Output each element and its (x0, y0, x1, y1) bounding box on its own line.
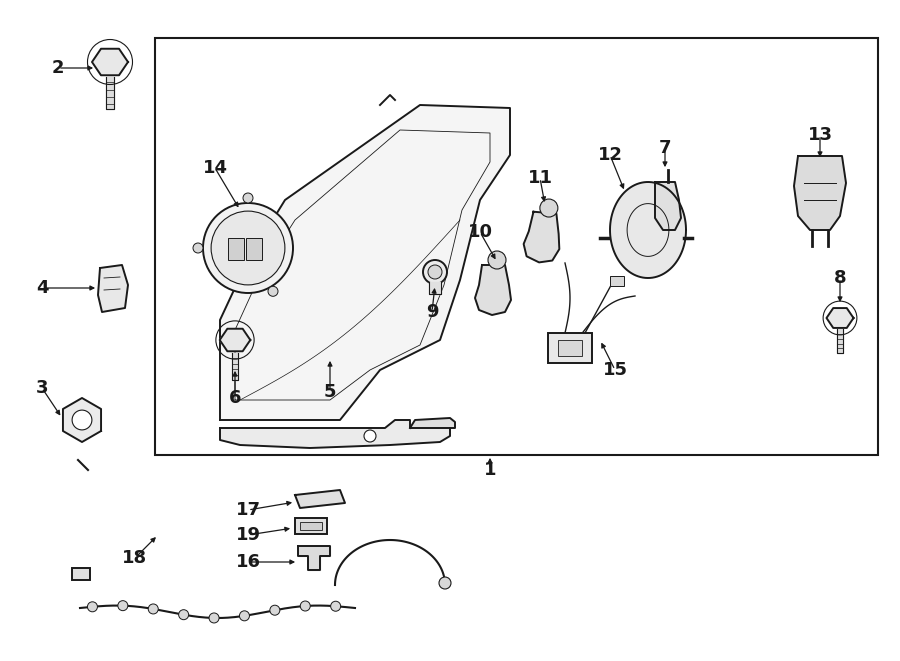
Circle shape (423, 260, 447, 284)
Bar (548, 333, 592, 363)
Polygon shape (220, 420, 450, 448)
Circle shape (364, 430, 376, 442)
Text: 1: 1 (484, 461, 496, 479)
Polygon shape (475, 265, 511, 315)
Circle shape (193, 243, 203, 253)
Polygon shape (410, 418, 455, 428)
Bar (300, 522, 322, 530)
Circle shape (301, 601, 310, 611)
Bar (295, 518, 327, 534)
Circle shape (203, 203, 293, 293)
Polygon shape (98, 265, 128, 312)
Text: 11: 11 (527, 169, 553, 187)
Polygon shape (295, 490, 345, 508)
Text: 10: 10 (467, 223, 492, 241)
Text: 4: 4 (36, 279, 49, 297)
Text: 19: 19 (236, 526, 260, 544)
Text: 2: 2 (52, 59, 64, 77)
Bar (228, 238, 244, 260)
Circle shape (212, 211, 285, 285)
Bar (246, 238, 262, 260)
Bar (558, 340, 582, 356)
Polygon shape (92, 49, 128, 75)
Polygon shape (655, 182, 681, 230)
Circle shape (148, 604, 158, 614)
Polygon shape (220, 105, 510, 420)
Circle shape (268, 286, 278, 296)
Text: 9: 9 (426, 303, 438, 321)
Circle shape (428, 265, 442, 279)
Text: 18: 18 (122, 549, 148, 567)
Text: 16: 16 (236, 553, 260, 571)
Bar (610, 276, 624, 286)
Text: 5: 5 (324, 383, 337, 401)
Polygon shape (837, 329, 843, 354)
Text: 7: 7 (659, 139, 671, 157)
Circle shape (243, 193, 253, 203)
Polygon shape (429, 282, 441, 294)
Polygon shape (524, 212, 559, 262)
Polygon shape (826, 308, 853, 328)
Circle shape (330, 602, 341, 611)
Circle shape (270, 605, 280, 615)
Circle shape (439, 577, 451, 589)
Polygon shape (298, 546, 330, 570)
Text: 3: 3 (36, 379, 49, 397)
Polygon shape (610, 182, 686, 278)
Text: 12: 12 (598, 146, 623, 164)
Text: 14: 14 (202, 159, 228, 177)
Circle shape (118, 601, 128, 611)
Text: 8: 8 (833, 269, 846, 287)
Text: 6: 6 (229, 389, 241, 407)
Text: 15: 15 (602, 361, 627, 379)
Bar (155, 38, 878, 455)
Polygon shape (220, 329, 250, 351)
Polygon shape (794, 156, 846, 230)
Polygon shape (63, 398, 101, 442)
Circle shape (72, 410, 92, 430)
Circle shape (540, 199, 558, 217)
Circle shape (488, 251, 506, 269)
Text: 17: 17 (236, 501, 260, 519)
Circle shape (239, 611, 249, 621)
Circle shape (87, 602, 97, 612)
Polygon shape (106, 77, 114, 109)
Bar (72, 568, 90, 580)
Circle shape (178, 609, 189, 620)
Circle shape (209, 613, 219, 623)
Text: 13: 13 (807, 126, 833, 144)
Polygon shape (231, 353, 239, 380)
